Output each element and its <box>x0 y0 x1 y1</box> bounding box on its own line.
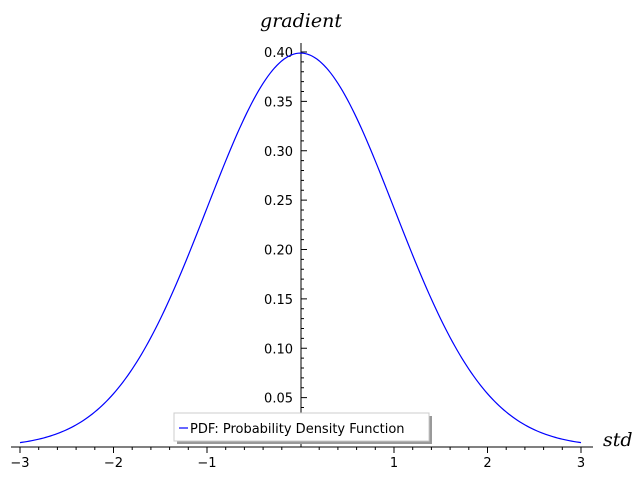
y-tick-labels: 0.05 0.10 0.15 0.20 0.25 0.30 0.35 0.40 <box>264 46 293 407</box>
y-tick-label: 0.10 <box>264 342 293 357</box>
y-tick-label: 0.40 <box>264 46 293 61</box>
y-tick-label: 0.05 <box>264 392 293 407</box>
y-tick-label: 0.30 <box>264 145 293 160</box>
y-ticks <box>301 51 307 438</box>
y-tick-label: 0.15 <box>264 293 293 308</box>
legend: PDF: Probability Density Function <box>173 412 432 444</box>
y-tick-label: 0.25 <box>264 194 293 209</box>
x-tick-label: −1 <box>197 456 216 471</box>
x-tick-label: −3 <box>10 456 29 471</box>
legend-box <box>173 412 430 442</box>
y-tick-label: 0.35 <box>264 95 293 110</box>
x-tick-label: 3 <box>577 456 585 471</box>
legend-label: PDF: Probability Density Function <box>190 422 405 437</box>
x-tick-labels: −3 −2 −1 1 2 3 <box>10 456 585 471</box>
x-ticks <box>19 447 582 453</box>
x-tick-label: 1 <box>390 456 398 471</box>
x-axis-title: std <box>603 429 633 451</box>
y-axis-title: gradient <box>260 10 342 32</box>
y-tick-label: 0.20 <box>264 244 293 259</box>
x-tick-label: −2 <box>104 456 123 471</box>
pdf-curve-line <box>19 52 582 444</box>
x-tick-label: 2 <box>483 456 491 471</box>
